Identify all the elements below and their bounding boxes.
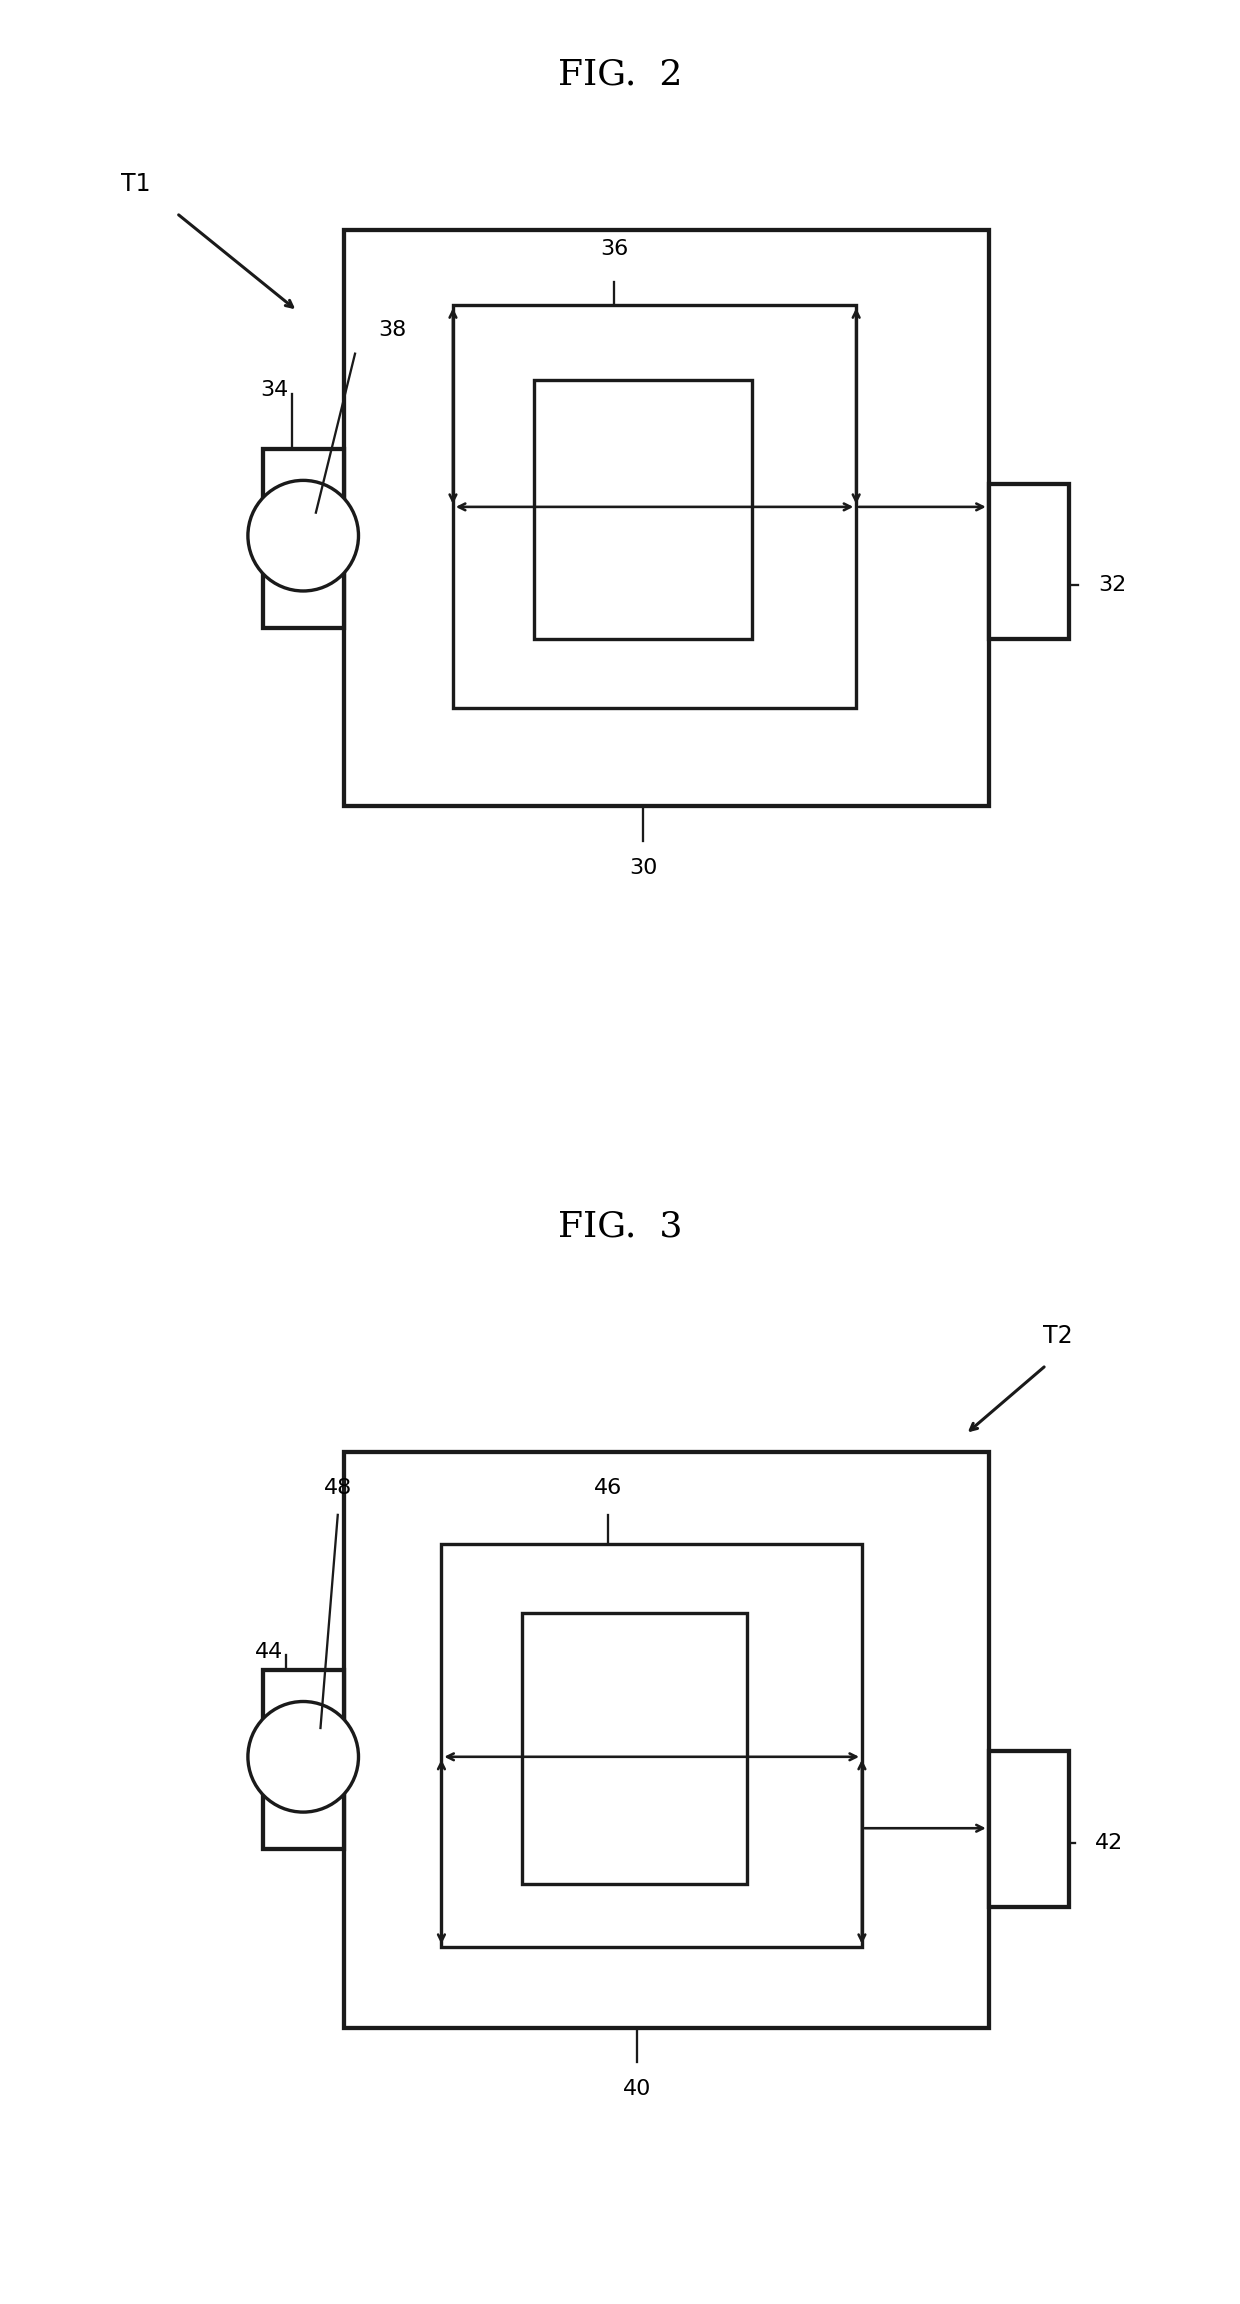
Text: T1: T1 [122,173,151,196]
Text: 30: 30 [629,859,657,878]
Text: FIG.  2: FIG. 2 [558,58,682,92]
Text: 38: 38 [378,320,407,341]
Bar [533,380,753,641]
Bar [988,1751,1069,1908]
Text: 32: 32 [1099,576,1126,594]
Text: T2: T2 [1043,1325,1073,1348]
Text: FIG.  3: FIG. 3 [558,1210,682,1244]
Text: 36: 36 [600,240,629,258]
Bar [263,1670,343,1848]
Bar [343,230,988,806]
Text: 42: 42 [1095,1834,1123,1852]
Bar [988,484,1069,641]
Bar [453,306,856,710]
Text: 44: 44 [254,1640,283,1661]
Bar [263,449,343,629]
Bar [522,1613,746,1885]
Text: 46: 46 [594,1477,622,1498]
Bar [343,1452,988,2028]
Bar [441,1544,862,1947]
Text: 40: 40 [622,2078,651,2099]
Circle shape [248,1700,358,1811]
Text: 48: 48 [324,1477,352,1498]
Circle shape [248,479,358,590]
Text: 34: 34 [260,380,289,401]
